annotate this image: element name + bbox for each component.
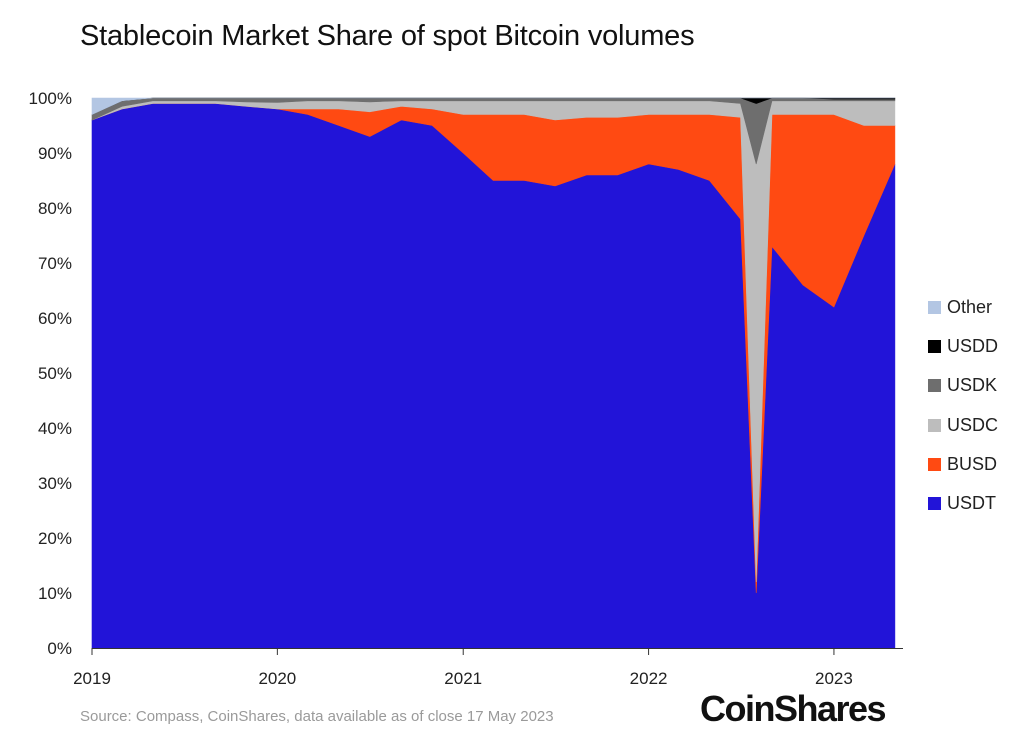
area-other xyxy=(91,97,895,115)
area-series-group xyxy=(91,97,896,649)
legend-label: BUSD xyxy=(947,453,998,474)
legend-item-usdt: USDT xyxy=(928,484,998,523)
y-axis: 0% 10% 20% 30% 40% 50% 60% 70% 80% 90% 100% xyxy=(29,89,72,658)
legend-swatch xyxy=(928,457,941,471)
legend-item-other: Other xyxy=(928,288,998,327)
coinshares-logo: CoinShares xyxy=(700,688,887,729)
x-tick-label: 2019 xyxy=(73,669,111,688)
legend-label: Other xyxy=(947,297,993,318)
legend: Other USDD USDK USDC BUSD USDT xyxy=(928,288,998,523)
x-tick-label: 2021 xyxy=(444,669,482,688)
legend-swatch xyxy=(928,379,941,393)
legend-label: USDT xyxy=(947,493,996,514)
y-tick-label: 80% xyxy=(38,199,72,218)
legend-label: USDK xyxy=(947,375,998,396)
y-tick-label: 50% xyxy=(38,364,72,383)
y-tick-label: 90% xyxy=(38,144,72,163)
y-tick-label: 20% xyxy=(38,529,72,548)
legend-label: USDD xyxy=(947,336,999,357)
legend-item-usdc: USDC xyxy=(928,406,998,445)
legend-swatch xyxy=(928,418,941,432)
legend-label: USDC xyxy=(947,414,999,435)
chart-title: Stablecoin Market Share of spot Bitcoin … xyxy=(80,20,695,52)
y-tick-label: 40% xyxy=(38,419,72,438)
y-tick-label: 30% xyxy=(38,474,72,493)
x-axis: 2019 2020 2021 2022 2023 xyxy=(73,648,903,688)
legend-swatch xyxy=(928,497,941,511)
source-note: Source: Compass, CoinShares, data availa… xyxy=(80,708,554,725)
legend-swatch xyxy=(928,301,941,315)
y-tick-label: 70% xyxy=(38,254,72,273)
y-tick-label: 10% xyxy=(38,584,72,603)
y-tick-label: 60% xyxy=(38,309,72,328)
x-tick-label: 2023 xyxy=(815,669,853,688)
legend-swatch xyxy=(928,340,941,354)
y-tick-label: 100% xyxy=(29,89,72,108)
legend-item-usdd: USDD xyxy=(928,327,998,366)
x-tick-label: 2022 xyxy=(630,669,668,688)
y-tick-label: 0% xyxy=(47,639,72,658)
x-tick-label: 2020 xyxy=(258,669,296,688)
legend-item-busd: BUSD xyxy=(928,445,998,484)
legend-item-usdk: USDK xyxy=(928,366,998,405)
